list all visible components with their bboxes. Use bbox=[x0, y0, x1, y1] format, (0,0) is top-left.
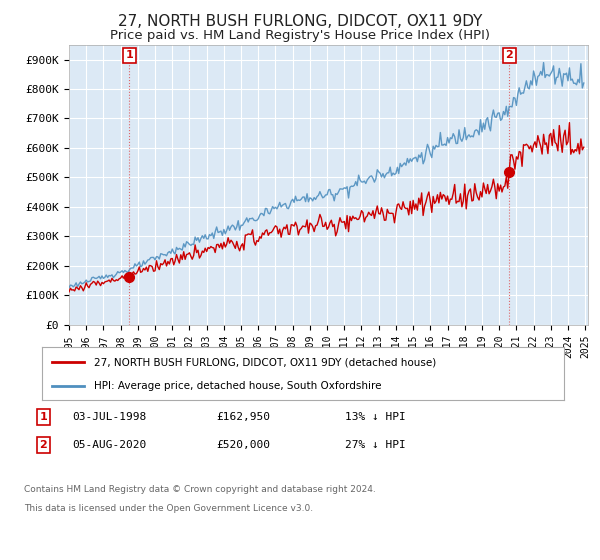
Text: 05-AUG-2020: 05-AUG-2020 bbox=[72, 440, 146, 450]
Text: 1: 1 bbox=[125, 50, 133, 60]
Text: 27, NORTH BUSH FURLONG, DIDCOT, OX11 9DY: 27, NORTH BUSH FURLONG, DIDCOT, OX11 9DY bbox=[118, 14, 482, 29]
Text: 1: 1 bbox=[40, 412, 47, 422]
Text: 2: 2 bbox=[40, 440, 47, 450]
Text: 13% ↓ HPI: 13% ↓ HPI bbox=[345, 412, 406, 422]
Text: Price paid vs. HM Land Registry's House Price Index (HPI): Price paid vs. HM Land Registry's House … bbox=[110, 29, 490, 42]
Text: Contains HM Land Registry data © Crown copyright and database right 2024.: Contains HM Land Registry data © Crown c… bbox=[24, 486, 376, 494]
Text: 03-JUL-1998: 03-JUL-1998 bbox=[72, 412, 146, 422]
Text: 27% ↓ HPI: 27% ↓ HPI bbox=[345, 440, 406, 450]
Text: 2: 2 bbox=[505, 50, 513, 60]
Text: £162,950: £162,950 bbox=[216, 412, 270, 422]
Text: HPI: Average price, detached house, South Oxfordshire: HPI: Average price, detached house, Sout… bbox=[94, 380, 382, 390]
Text: £520,000: £520,000 bbox=[216, 440, 270, 450]
Text: 27, NORTH BUSH FURLONG, DIDCOT, OX11 9DY (detached house): 27, NORTH BUSH FURLONG, DIDCOT, OX11 9DY… bbox=[94, 357, 436, 367]
Text: This data is licensed under the Open Government Licence v3.0.: This data is licensed under the Open Gov… bbox=[24, 504, 313, 513]
